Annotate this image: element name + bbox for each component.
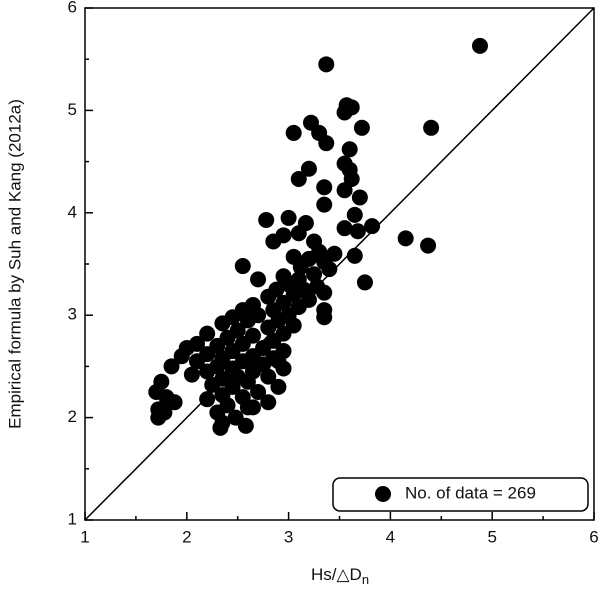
point	[260, 288, 277, 305]
point	[336, 220, 353, 237]
point	[397, 230, 414, 247]
point	[336, 104, 353, 121]
point	[150, 409, 167, 426]
point	[239, 312, 256, 329]
point	[285, 124, 302, 141]
point	[199, 363, 216, 380]
y-tick-label: 6	[68, 0, 77, 16]
point	[244, 399, 261, 416]
point	[265, 233, 282, 250]
point	[204, 376, 221, 393]
point	[280, 209, 297, 226]
point	[199, 391, 216, 408]
legend: No. of data = 269	[332, 477, 589, 512]
point	[351, 189, 368, 206]
point	[316, 179, 333, 196]
point	[260, 394, 277, 411]
y-tick-label: 5	[68, 100, 77, 119]
point	[250, 384, 267, 400]
point	[163, 358, 180, 375]
point	[318, 135, 335, 152]
y-tick-label: 1	[68, 509, 77, 528]
point	[316, 284, 333, 301]
x-tick-label: 6	[589, 527, 598, 546]
point	[188, 353, 205, 370]
point	[292, 259, 309, 276]
reference-line	[84, 7, 595, 521]
point	[356, 274, 373, 291]
point	[260, 368, 277, 385]
point	[318, 56, 335, 73]
x-tick-label: 3	[284, 527, 293, 546]
point	[336, 182, 353, 199]
point	[321, 261, 338, 278]
point	[423, 119, 440, 136]
point	[471, 37, 488, 54]
point	[212, 419, 229, 436]
x-tick-label: 2	[182, 527, 191, 546]
point	[166, 394, 183, 411]
point	[270, 378, 287, 395]
x-tick-label: 1	[80, 527, 89, 546]
y-axis-label: Empirical formula by Suh and Kang (2012a…	[5, 99, 24, 429]
point	[250, 271, 267, 288]
legend-label: No. of data = 269	[405, 483, 536, 502]
point	[306, 266, 323, 283]
legend-box	[332, 477, 589, 512]
point	[316, 309, 333, 326]
legend-marker	[375, 486, 391, 502]
x-axis-label-sub: n	[362, 572, 369, 587]
point	[341, 141, 358, 158]
point	[237, 417, 254, 434]
y-tick-label: 3	[68, 305, 77, 324]
x-tick-label: 4	[386, 527, 395, 546]
point	[353, 119, 370, 136]
x-axis-label-main: Hs/△D	[311, 565, 362, 584]
y-tick-label: 4	[68, 202, 77, 221]
y-tick-label: 2	[68, 407, 77, 426]
x-tick-label: 5	[487, 527, 496, 546]
point	[290, 271, 307, 288]
point	[290, 225, 307, 242]
point	[214, 315, 231, 332]
point	[420, 237, 437, 254]
point	[199, 325, 216, 342]
point	[258, 211, 275, 228]
point	[316, 196, 333, 213]
point	[300, 160, 317, 177]
point	[234, 258, 251, 275]
point	[364, 218, 381, 235]
point	[260, 319, 277, 336]
point	[173, 348, 190, 365]
point	[349, 223, 366, 240]
point	[346, 206, 363, 223]
point	[183, 366, 200, 383]
point	[239, 373, 256, 390]
point	[270, 353, 287, 370]
x-axis-label: Hs/△Dn	[311, 565, 369, 587]
point	[346, 247, 363, 264]
point	[290, 171, 307, 188]
